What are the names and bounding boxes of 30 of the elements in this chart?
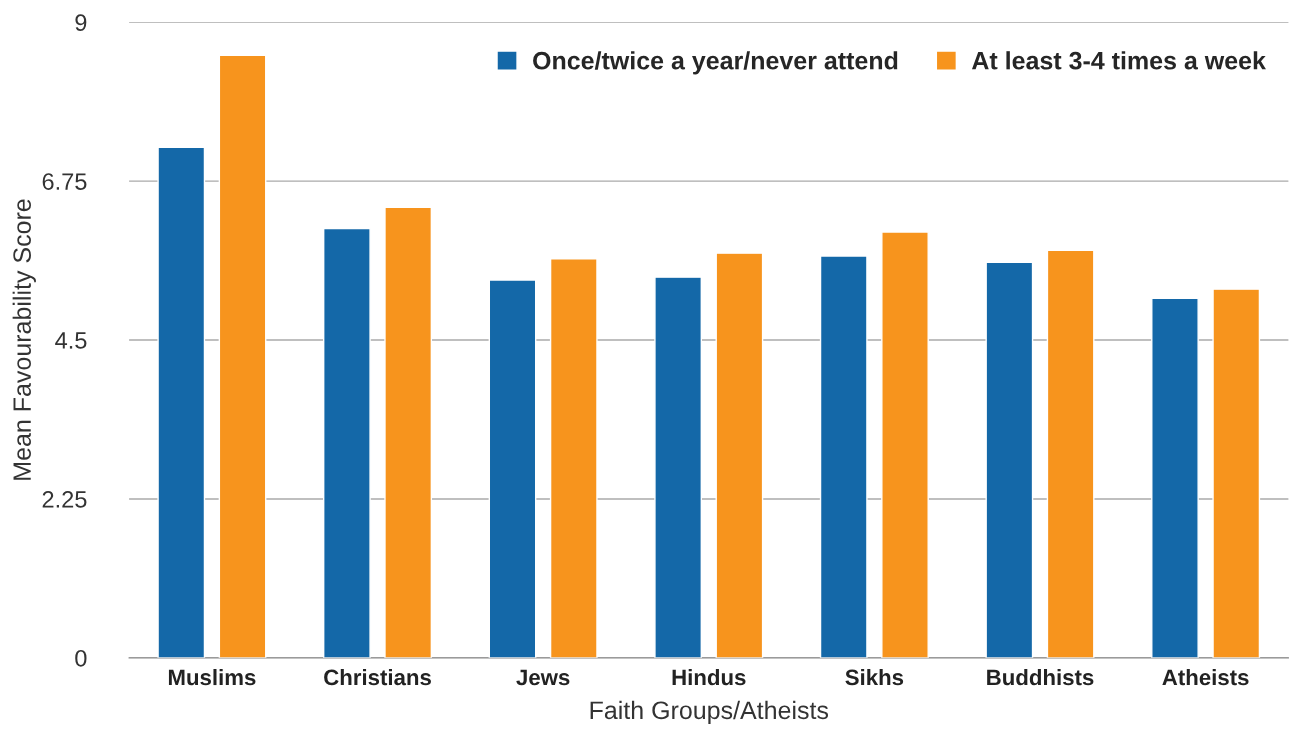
bar: [323, 227, 371, 658]
x-axis-title: Faith Groups/Atheists: [590, 700, 829, 725]
bar: [218, 54, 267, 658]
bar: [1151, 297, 1199, 658]
y-tick-label: 6.75: [42, 173, 87, 190]
legend-label: Once/twice a year/never attend: [533, 51, 898, 75]
bar: [715, 252, 764, 658]
x-tick-label: Muslims: [168, 668, 256, 686]
x-tick-label: Christians: [324, 668, 431, 686]
x-tick-label: Atheists: [1162, 668, 1249, 686]
bar: [1046, 249, 1095, 658]
y-axis-title: Mean Favourability Score: [12, 199, 36, 480]
bar: [488, 279, 537, 658]
y-tick-label: 2.25: [42, 491, 87, 508]
x-tick-label: Buddhists: [987, 668, 1094, 686]
y-tick-label: 4.5: [55, 332, 87, 349]
y-tick-label: 9: [75, 14, 87, 31]
bar: [819, 255, 868, 658]
legend-label: At least 3-4 times a week: [971, 51, 1266, 70]
x-tick-label: Sikhs: [845, 668, 904, 686]
bar: [881, 231, 929, 658]
x-tick-label: Jews: [516, 669, 570, 686]
bar: [157, 146, 206, 658]
bar: [1212, 288, 1261, 658]
y-tick-label: 0: [75, 649, 87, 667]
bar: [549, 258, 598, 658]
bar: [654, 276, 703, 658]
x-tick-label: Hindus: [672, 668, 746, 686]
bar: [985, 261, 1034, 658]
bar: [384, 206, 433, 658]
